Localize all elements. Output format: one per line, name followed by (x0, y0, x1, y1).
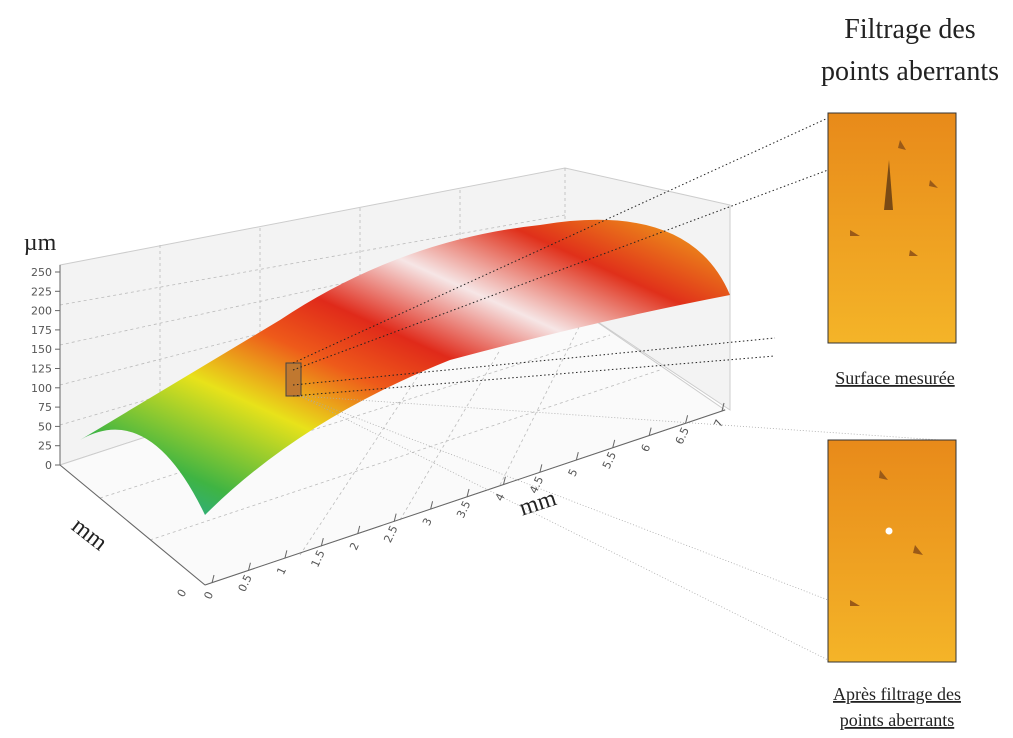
x-tick (575, 452, 579, 461)
z-tick-label: 200 (31, 305, 52, 318)
x-tick-label: 2 (347, 540, 362, 552)
surface (80, 219, 730, 515)
x-tick (357, 525, 361, 534)
x-tick-label: 2.5 (381, 523, 400, 544)
x-tick (430, 501, 434, 510)
y-tick-label: 0 (175, 587, 190, 600)
x-tick (648, 427, 652, 436)
z-tick-label: 100 (31, 382, 52, 395)
z-tick-label: 0 (45, 459, 52, 472)
z-tick-label: 175 (31, 324, 52, 337)
x-tick (539, 464, 543, 473)
x-tick (612, 439, 616, 448)
x-tick-label: 1.5 (309, 548, 328, 569)
caption: points aberrants (840, 710, 954, 730)
x-tick (393, 513, 397, 522)
x-tick-label: 0.5 (236, 573, 255, 594)
x-tick (502, 476, 506, 485)
z-axis-label: µm (24, 230, 57, 256)
x-tick (685, 415, 689, 424)
x-tick (320, 538, 324, 547)
x-tick-label: 3.5 (454, 499, 473, 520)
leader-lines (292, 117, 941, 661)
x-tick-label: 6.5 (673, 425, 692, 446)
inset-measured (827, 112, 957, 344)
x-tick (247, 562, 251, 571)
z-tick-label: 150 (31, 343, 52, 356)
caption: Surface mesurée (835, 368, 954, 388)
z-tick-label: 225 (31, 285, 52, 298)
x-tick-label: 4 (493, 491, 508, 503)
x-tick-label: 6 (639, 442, 654, 454)
x-tick-label: 7 (711, 418, 726, 430)
x-tick (721, 402, 725, 412)
x-tick-label: 5 (566, 467, 581, 479)
x-tick-label: 5.5 (600, 450, 619, 471)
z-tick-label: 125 (31, 363, 52, 376)
title-line: Filtrage des (844, 14, 975, 45)
inset-filtered (827, 439, 957, 663)
selection-box (285, 362, 302, 397)
x-tick (466, 488, 470, 498)
x-tick-label: 1 (274, 565, 289, 577)
z-tick-label: 50 (38, 420, 52, 433)
z-tick-label: 75 (38, 401, 52, 414)
title-line: points aberrants (821, 56, 999, 87)
caption: Après filtrage des (833, 684, 961, 704)
x-tick-label: 0 (201, 590, 216, 602)
x-tick-label: 3 (420, 516, 435, 528)
z-tick-label: 250 (31, 266, 52, 279)
z-tick-label: 25 (38, 440, 52, 453)
x-tick (284, 550, 288, 559)
y-axis-label: mm (67, 513, 113, 557)
plot-box (58, 167, 731, 586)
x-tick (211, 574, 215, 584)
